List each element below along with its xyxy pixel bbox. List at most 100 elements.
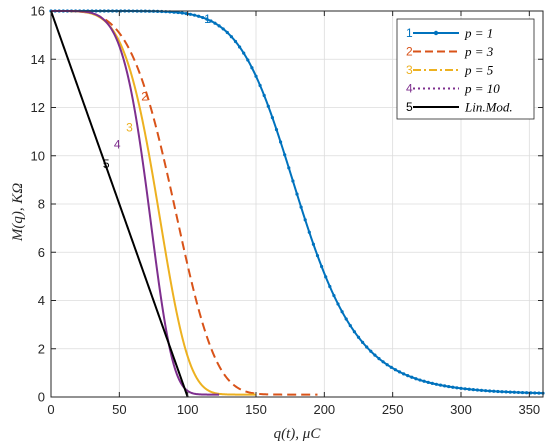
series-marker-1 [406, 374, 410, 378]
series-marker-1 [500, 390, 504, 394]
series-marker-1 [238, 45, 242, 49]
series-marker-1 [365, 345, 369, 349]
series-marker-1 [451, 385, 455, 389]
series-marker-1 [180, 11, 184, 15]
series-marker-1 [324, 275, 328, 279]
y-tick-label: 16 [31, 4, 45, 19]
series-marker-1 [529, 391, 533, 395]
series-marker-1 [287, 166, 291, 170]
legend-label-3: p = 5 [464, 63, 494, 78]
series-marker-1 [201, 15, 205, 20]
series-marker-1 [205, 17, 209, 21]
series-marker-1 [311, 242, 315, 246]
series-marker-1 [385, 363, 389, 367]
series-marker-1 [471, 388, 475, 392]
x-tick-label: 100 [177, 402, 199, 417]
series-marker-1 [352, 330, 356, 334]
legend-number-5: 5 [406, 100, 413, 114]
series-marker-1 [389, 365, 393, 369]
curve-number-5: 5 [103, 157, 110, 171]
series-marker-1 [422, 379, 426, 383]
series-marker-1 [246, 58, 250, 62]
series-marker-1 [484, 389, 488, 393]
series-marker-1 [373, 353, 377, 357]
curve-number-1: 1 [204, 12, 211, 26]
legend-number-1: 1 [406, 26, 413, 40]
series-line-2 [51, 10, 318, 396]
y-tick-label: 8 [38, 197, 45, 212]
series-marker-1 [184, 11, 188, 16]
series-marker-1 [266, 104, 270, 108]
series-marker-1 [504, 390, 508, 394]
series-marker-1 [176, 10, 180, 15]
series-marker-1 [209, 19, 213, 23]
series-marker-1 [233, 39, 238, 44]
series-marker-1 [299, 205, 303, 209]
legend-label-1: p = 1 [464, 26, 493, 41]
y-tick-label: 0 [38, 390, 45, 405]
legend-label-2: p = 3 [464, 44, 494, 59]
curve-number-labels: 1 2 345 [103, 12, 211, 171]
series-line-4 [51, 10, 220, 396]
series-marker-1 [197, 14, 201, 18]
series-marker-1 [516, 390, 521, 395]
series-marker-1 [217, 24, 221, 28]
series-marker-1 [377, 357, 381, 361]
y-tick-label: 6 [38, 245, 45, 260]
series-marker-1 [488, 389, 492, 393]
series-marker-1 [254, 74, 258, 78]
series-marker-1 [160, 9, 164, 14]
legend-number-4: 4 [406, 82, 413, 96]
series-line-5 [50, 10, 189, 398]
series-marker-1 [332, 293, 336, 298]
x-tick-label: 0 [47, 402, 54, 417]
series-marker-1 [533, 391, 537, 395]
series-marker-1 [447, 384, 451, 389]
series-marker-1 [307, 230, 311, 234]
legend-marker [433, 30, 439, 36]
series-marker-1 [393, 368, 397, 372]
series-marker-1 [381, 360, 385, 364]
legend: 1 p = 1 2 p = 3 3 p = 5 4 p = 10 5 Lin.Mod. [396, 18, 535, 120]
series-marker-1 [258, 83, 262, 88]
y-tick-label: 14 [31, 52, 45, 67]
curves [49, 9, 545, 398]
series-marker-1 [467, 387, 471, 391]
series-marker-1 [418, 378, 422, 382]
series-marker-1 [188, 12, 192, 16]
legend-number-3: 3 [406, 63, 413, 77]
legend-label-4: p = 10 [464, 81, 500, 96]
series-marker-1 [303, 218, 307, 222]
series-marker-1 [397, 370, 402, 374]
series-marker-1 [361, 340, 365, 344]
x-tick-label: 150 [245, 402, 267, 417]
curve-number-3: 3 [126, 121, 133, 135]
series-marker-1 [221, 27, 225, 31]
series-marker-1 [356, 335, 361, 339]
series-marker-1 [344, 317, 348, 321]
series-marker-1 [520, 390, 525, 395]
series-marker-1 [291, 179, 295, 183]
series-marker-1 [525, 391, 529, 395]
series-marker-1 [369, 349, 373, 353]
series-marker-1 [279, 140, 283, 144]
series-marker-1 [475, 388, 479, 392]
series-marker-1 [410, 375, 414, 379]
series-marker-1 [434, 382, 438, 386]
series-line-3 [51, 10, 256, 396]
curve-number-2: 2 [141, 89, 148, 103]
series-marker-1 [229, 35, 233, 39]
series-marker-1 [283, 153, 287, 157]
series-marker-1 [512, 390, 516, 394]
series-marker-1 [340, 310, 344, 314]
series-marker-1 [438, 383, 443, 387]
x-axis-label: q(t), μC [274, 426, 322, 442]
x-tick-label: 300 [450, 402, 472, 417]
series-marker-1 [508, 390, 512, 394]
series-marker-1 [274, 127, 279, 132]
series-marker-1 [479, 388, 484, 392]
series-marker-1 [414, 377, 418, 381]
y-tick-label: 12 [31, 100, 45, 115]
